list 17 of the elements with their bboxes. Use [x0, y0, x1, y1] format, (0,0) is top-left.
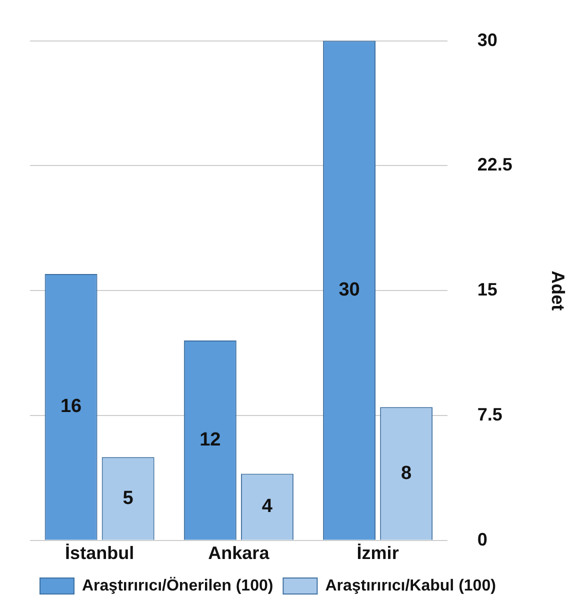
- y-tick-label: 7.5: [477, 404, 502, 424]
- x-tick-label: Ankara: [208, 543, 270, 564]
- y-tick-label: 30: [477, 30, 498, 50]
- data-label: 4: [262, 496, 273, 518]
- y-tick-label: 15: [477, 280, 498, 300]
- y-axis-title: Adet: [548, 270, 568, 311]
- legend-label: Araştırırıcı/Önerilen (100): [82, 576, 274, 594]
- data-label: 16: [60, 396, 82, 418]
- y-tick-label: 0: [477, 529, 488, 550]
- y-tick-label: 22.5: [477, 154, 512, 175]
- data-label: 12: [200, 429, 221, 450]
- legend-label: Araştırırıcı/Kabul (100): [325, 577, 496, 594]
- x-tick-label: İzmir: [356, 543, 399, 564]
- data-label: 30: [338, 280, 360, 301]
- x-tick-label: İstanbul: [65, 543, 134, 564]
- data-label: 5: [122, 488, 134, 509]
- data-label: 8: [401, 462, 412, 484]
